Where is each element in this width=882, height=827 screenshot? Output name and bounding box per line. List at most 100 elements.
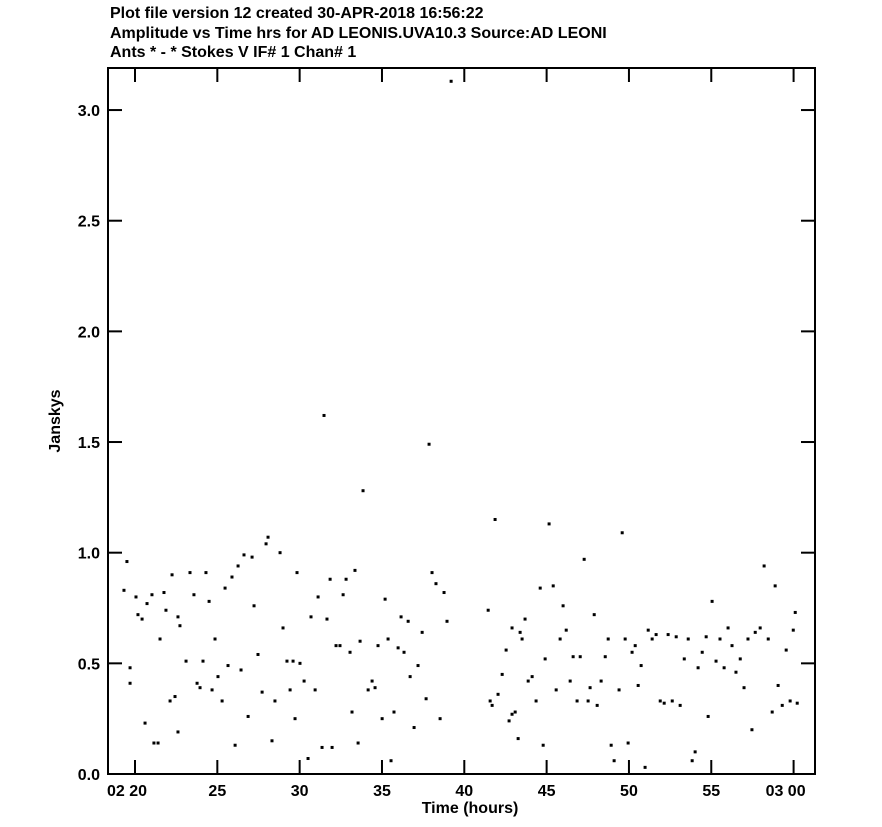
data-point <box>547 522 551 526</box>
data-point <box>582 557 586 561</box>
data-point <box>445 619 449 623</box>
data-point <box>650 637 654 641</box>
data-point <box>366 688 370 692</box>
data-point <box>682 657 686 661</box>
data-point <box>427 442 431 446</box>
data-point <box>670 699 674 703</box>
y-tick-label: 2.0 <box>78 324 100 341</box>
data-point <box>730 644 734 648</box>
data-point <box>295 571 299 575</box>
data-point <box>204 571 208 575</box>
data-point <box>636 683 640 687</box>
data-point <box>662 701 666 705</box>
data-point <box>416 664 420 668</box>
data-point <box>156 741 160 745</box>
data-point <box>571 655 575 659</box>
data-point <box>325 617 329 621</box>
data-point <box>184 659 188 663</box>
data-point <box>373 686 377 690</box>
x-tick-label: 45 <box>538 783 556 800</box>
x-tick-label: 40 <box>455 783 473 800</box>
data-point <box>291 659 295 663</box>
data-point <box>534 699 538 703</box>
data-point <box>588 686 592 690</box>
data-point <box>678 703 682 707</box>
data-point <box>486 608 490 612</box>
data-point <box>564 628 568 632</box>
data-point <box>666 633 670 637</box>
data-point <box>334 644 338 648</box>
data-point <box>134 595 138 599</box>
data-point <box>273 699 277 703</box>
data-point <box>392 710 396 714</box>
data-point <box>753 630 757 634</box>
chart-title: Plot file version 12 created 30-APR-2018… <box>110 5 484 22</box>
data-point <box>266 535 270 539</box>
data-point <box>449 79 453 83</box>
data-point <box>523 617 527 621</box>
data-point <box>239 668 243 672</box>
data-point <box>242 553 246 557</box>
data-point <box>285 659 289 663</box>
y-tick-label: 0.0 <box>78 767 100 784</box>
data-point <box>530 675 534 679</box>
data-point <box>742 686 746 690</box>
data-point <box>674 635 678 639</box>
x-tick-label: 55 <box>702 783 720 800</box>
data-point <box>746 637 750 641</box>
data-point <box>693 750 697 754</box>
data-point <box>690 759 694 763</box>
x-tick-label: 35 <box>373 783 391 800</box>
data-point <box>795 701 799 705</box>
data-point <box>313 688 317 692</box>
y-axis-label: Janskys <box>47 389 64 452</box>
data-point <box>361 489 365 493</box>
data-point <box>176 615 180 619</box>
plot-frame <box>107 67 816 775</box>
data-point <box>220 699 224 703</box>
data-point <box>734 670 738 674</box>
data-point <box>207 599 211 603</box>
data-point <box>696 666 700 670</box>
data-point <box>145 602 149 606</box>
data-point <box>575 699 579 703</box>
data-point <box>396 646 400 650</box>
data-point <box>646 628 650 632</box>
chart-subtitle: Ants * - * Stokes V IF# 1 Chan# 1 <box>110 44 356 61</box>
data-point <box>490 703 494 707</box>
data-point <box>592 613 596 617</box>
data-point <box>281 626 285 630</box>
data-point <box>252 604 256 608</box>
data-point <box>780 703 784 707</box>
data-point <box>412 726 416 730</box>
data-point <box>617 688 621 692</box>
data-point <box>541 743 545 747</box>
data-point <box>136 613 140 617</box>
y-tick-label: 1.5 <box>78 435 100 452</box>
data-point <box>516 737 520 741</box>
data-point <box>358 639 362 643</box>
data-point <box>230 575 234 579</box>
data-point <box>128 681 132 685</box>
data-point <box>726 626 730 630</box>
data-point <box>250 555 254 559</box>
data-point <box>626 741 630 745</box>
data-point <box>322 413 326 417</box>
data-point <box>620 531 624 535</box>
data-point <box>233 743 237 747</box>
chart-subtitle: Amplitude vs Time hrs for AD LEONIS.UVA1… <box>110 25 607 42</box>
data-point <box>328 577 332 581</box>
data-point <box>706 714 710 718</box>
y-tick-label: 2.5 <box>78 214 100 231</box>
data-point <box>766 637 770 641</box>
data-point <box>164 608 168 612</box>
data-point <box>578 655 582 659</box>
data-point <box>630 650 634 654</box>
data-point <box>408 675 412 679</box>
data-point <box>389 759 393 763</box>
data-point <box>399 615 403 619</box>
data-point <box>293 717 297 721</box>
data-point <box>348 650 352 654</box>
data-point <box>762 564 766 568</box>
